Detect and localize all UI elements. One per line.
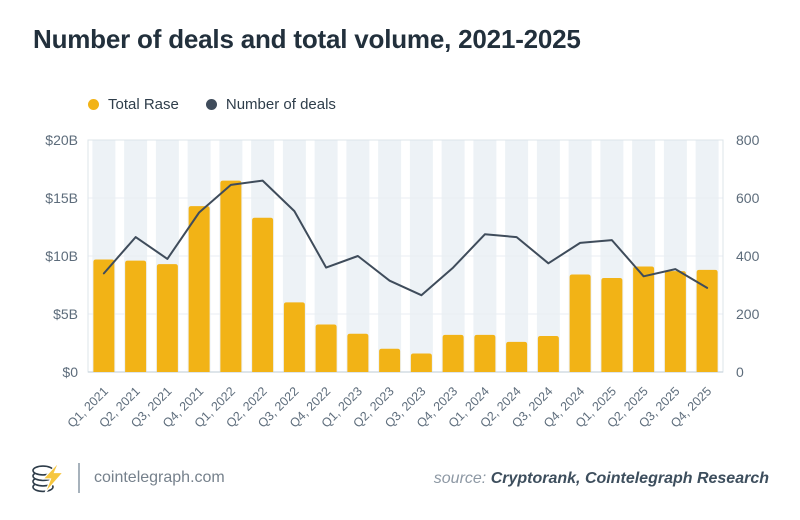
right-axis-tick-label: 400 bbox=[736, 248, 760, 264]
source-credit: source: Cryptorank, Cointelegraph Resear… bbox=[434, 470, 769, 488]
legend-item-total-raise: Total Rase bbox=[88, 96, 179, 113]
bar-q2-2021 bbox=[125, 260, 147, 372]
bar-q4-2023 bbox=[442, 334, 464, 372]
footer: cointelegraph.com bbox=[30, 458, 225, 498]
bar-q1-2025 bbox=[601, 278, 623, 372]
bar-q4-2022 bbox=[315, 324, 337, 372]
bar-q4-2025 bbox=[696, 269, 718, 372]
bar-q1-2023 bbox=[347, 333, 369, 372]
right-axis-tick-label: 800 bbox=[736, 132, 760, 148]
bar-q1-2022 bbox=[220, 180, 242, 372]
legend-label: Total Rase bbox=[108, 96, 179, 113]
source-label: source: bbox=[433, 470, 487, 487]
footer-divider bbox=[78, 463, 80, 493]
legend-label: Number of deals bbox=[225, 96, 336, 113]
lightning-bolt-icon bbox=[41, 461, 65, 494]
bar-q3-2025 bbox=[664, 271, 686, 372]
right-axis-tick-label: 600 bbox=[736, 190, 760, 206]
bar-q2-2024 bbox=[506, 341, 528, 372]
bar-q2-2022 bbox=[252, 217, 274, 372]
chart-title: Number of deals and total volume, 2021-2… bbox=[33, 24, 581, 54]
bar-q3-2023 bbox=[410, 353, 432, 372]
bar-q3-2021 bbox=[156, 264, 178, 372]
bar-q1-2021 bbox=[93, 259, 115, 372]
left-axis-tick-label: $15B bbox=[45, 190, 78, 206]
deals-line bbox=[102, 179, 709, 297]
footer-site-text: cointelegraph.com bbox=[94, 469, 225, 486]
left-axis-tick-label: $20B bbox=[45, 132, 78, 148]
bar-series-dot-icon bbox=[88, 99, 99, 110]
left-axis-tick-label: $10B bbox=[45, 248, 78, 264]
bar-q3-2024 bbox=[537, 336, 559, 372]
right-axis-tick-label: 0 bbox=[736, 364, 744, 380]
bar-q4-2024 bbox=[569, 274, 591, 372]
legend-item-number-of-deals: Number of deals bbox=[205, 96, 336, 113]
left-axis-tick-label: $5B bbox=[53, 306, 78, 322]
bar-q2-2025 bbox=[633, 266, 655, 372]
bar-q1-2024 bbox=[474, 334, 496, 372]
legend: Total Rase Number of deals bbox=[88, 96, 336, 113]
source-value: Cryptorank, Cointelegraph Research bbox=[490, 470, 769, 487]
left-axis-tick-label: $0 bbox=[62, 364, 78, 380]
cointelegraph-logo-icon bbox=[32, 461, 65, 494]
bar-q2-2023 bbox=[379, 348, 401, 372]
right-axis-tick-label: 200 bbox=[736, 306, 760, 322]
line-series-dot-icon bbox=[205, 99, 217, 110]
bar-q4-2021 bbox=[188, 206, 210, 372]
bar-q3-2022 bbox=[283, 302, 305, 372]
